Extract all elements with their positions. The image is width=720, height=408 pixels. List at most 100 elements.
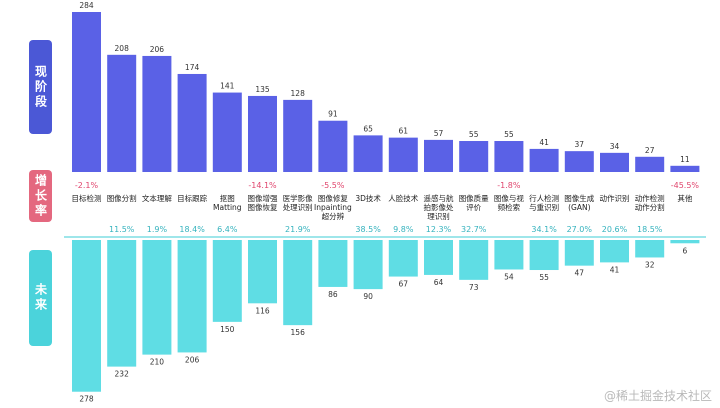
category-label: 图像修复 Inpainting 超分辨: [314, 193, 352, 221]
growth-rate-label: -14.1%: [248, 181, 277, 190]
growth-rate-label: 32.7%: [461, 225, 487, 234]
data-label-current: 57: [434, 129, 444, 138]
growth-rate-label: -1.8%: [497, 181, 521, 190]
growth-rate-label: 18.5%: [637, 225, 663, 234]
bar-current: [318, 120, 348, 172]
data-label-current: 135: [255, 85, 270, 94]
data-label-current: 34: [610, 142, 620, 151]
growth-rate-label: 11.5%: [109, 225, 135, 234]
bar-future: [388, 240, 418, 277]
data-label-current: 37: [575, 140, 585, 149]
growth-rate-label: 6.4%: [217, 225, 238, 234]
data-label-future: 73: [469, 283, 479, 292]
category-label: 目标跟踪: [177, 193, 207, 203]
data-label-future: 156: [291, 328, 306, 337]
data-label-future: 150: [220, 325, 235, 334]
future-series: 278 232 210 206 150 116 156 86 90 67 64 73 54 55 47 41 3…: [72, 240, 700, 404]
growth-rate-label: 20.6%: [602, 225, 628, 234]
bar-current: [72, 12, 101, 172]
bar-current: [424, 139, 453, 172]
data-label-current: 61: [399, 127, 409, 136]
growth-rate-label: 12.3%: [426, 225, 452, 234]
data-label-future: 86: [328, 290, 338, 299]
bar-future: [600, 240, 629, 263]
category-label: 动作识别: [600, 193, 630, 203]
growth-rate-label: 21.9%: [285, 225, 311, 234]
bar-future: [494, 240, 524, 270]
data-label-current: 41: [539, 138, 549, 147]
category-label: 遥感与航拍影像处理识别: [424, 193, 454, 221]
bar-future: [248, 240, 277, 304]
bar-current: [494, 141, 524, 172]
bar-future: [72, 240, 101, 392]
category-label: 图像增强图像恢复: [248, 193, 278, 212]
data-label-current: 208: [115, 44, 130, 53]
growth-rate-label: 38.5%: [355, 225, 381, 234]
bar-current: [459, 141, 489, 172]
growth-rate-label: 9.8%: [393, 225, 414, 234]
growth-rate-label: 增长率: [29, 170, 52, 222]
watermark: @稀土掘金技术社区: [603, 389, 712, 403]
bar-future: [283, 240, 313, 326]
data-label-future: 54: [504, 272, 514, 281]
bar-current: [388, 137, 418, 172]
category-label: 抠图 Matting: [213, 193, 242, 212]
category-label: 图像生成(GAN): [564, 193, 594, 212]
data-label-current: 65: [363, 124, 373, 133]
data-label-future: 232: [115, 370, 130, 379]
data-label-future: 210: [150, 358, 165, 367]
category-label: 文本理解: [142, 193, 172, 203]
bar-future: [353, 240, 383, 290]
category-label: 动作检测动作分割: [635, 193, 665, 212]
bar-current: [564, 151, 594, 172]
category-label: 图像分割: [107, 193, 137, 203]
category-label: 其他: [677, 193, 692, 203]
growth-rate-label: 18.4%: [179, 225, 205, 234]
data-label-current: 11: [680, 155, 690, 164]
data-label-future: 55: [539, 273, 549, 282]
category-labels: 目标检测 图像分割 文本理解 目标跟踪 抠图 Matting 图像增强图像恢复医学影像处理识…: [72, 193, 693, 221]
bar-current: [107, 54, 137, 172]
bar-current: [177, 73, 207, 172]
bar-future: [107, 240, 137, 367]
category-label: 目标检测: [72, 193, 102, 203]
bar-future: [670, 240, 700, 244]
future-label: 未来: [29, 250, 52, 346]
growth-rate-label: 1.9%: [147, 225, 168, 234]
data-label-current: 128: [291, 89, 306, 98]
category-label: 3D技术: [355, 193, 381, 203]
bar-future: [318, 240, 348, 287]
data-label-current: 91: [328, 110, 338, 119]
data-label-future: 64: [434, 278, 444, 287]
bar-future: [459, 240, 489, 280]
current-series: 284 208 206 174 141 135 128 91 65 61 57 55 55 41 37 34 2…: [72, 1, 700, 172]
data-label-current: 55: [504, 130, 514, 139]
category-label: 医学影像处理识别: [283, 193, 313, 212]
data-label-future: 32: [645, 260, 655, 269]
category-label: 行人检测与重识别: [529, 193, 559, 212]
bar-current: [353, 135, 383, 172]
growth-rate-label: -5.5%: [321, 181, 345, 190]
bar-current: [635, 156, 665, 172]
growth-rate-row: -2.1% 11.5% 1.9% 18.4% 6.4% -14.1% 21.9% -5.5% 3…: [75, 181, 700, 234]
bar-current: [283, 99, 313, 172]
bar-future: [142, 240, 172, 355]
data-label-future: 116: [255, 306, 270, 315]
bar-current: [600, 152, 629, 172]
bar-future: [177, 240, 207, 353]
data-label-current: 284: [79, 1, 94, 10]
category-label: 图像与视频检索: [494, 193, 524, 212]
bar-current: [529, 148, 559, 172]
growth-rate-label: 34.1%: [531, 225, 557, 234]
growth-rate-label: -2.1%: [75, 181, 99, 190]
growth-rate-label: 27.0%: [567, 225, 593, 234]
data-label-current: 206: [150, 45, 165, 54]
data-label-future: 47: [575, 269, 585, 278]
bar-current: [670, 165, 700, 172]
data-label-future: 67: [399, 280, 409, 289]
bar-future: [424, 240, 453, 275]
data-label-current: 141: [220, 82, 235, 91]
bar-current: [248, 95, 277, 172]
bar-future: [635, 240, 665, 258]
